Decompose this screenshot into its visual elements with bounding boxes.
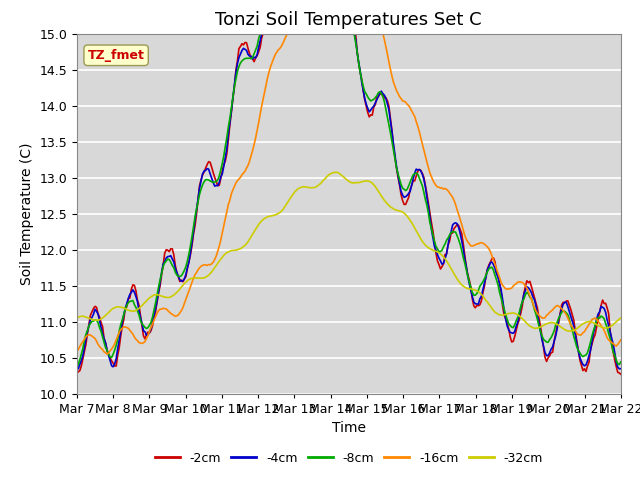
Y-axis label: Soil Temperature (C): Soil Temperature (C) [20, 143, 34, 285]
X-axis label: Time: Time [332, 421, 366, 435]
Legend: -2cm, -4cm, -8cm, -16cm, -32cm: -2cm, -4cm, -8cm, -16cm, -32cm [150, 447, 548, 469]
Title: Tonzi Soil Temperatures Set C: Tonzi Soil Temperatures Set C [216, 11, 482, 29]
Text: TZ_fmet: TZ_fmet [88, 49, 145, 62]
